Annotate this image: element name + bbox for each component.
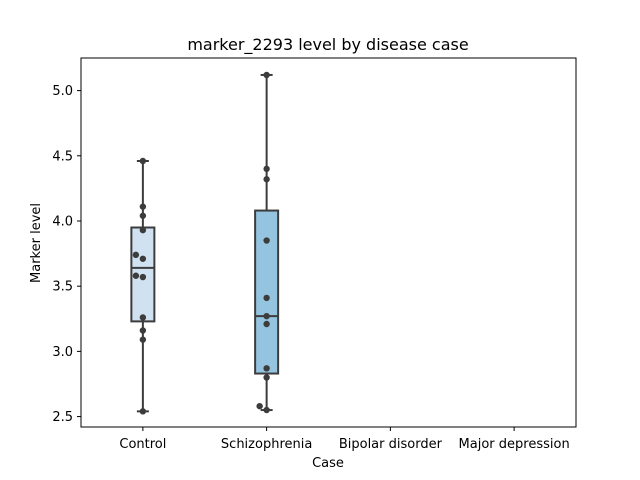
data-point — [139, 226, 147, 234]
x-tick-label: Schizophrenia — [221, 437, 312, 452]
data-point — [139, 157, 147, 165]
y-tick-label: 3.5 — [52, 280, 73, 295]
y-tick-label: 3.0 — [52, 345, 73, 360]
plot-frame — [80, 57, 577, 428]
x-tick-label: Bipolar disorder — [339, 437, 443, 452]
y-tick-label: 4.5 — [52, 149, 73, 164]
chart-title: marker_2293 level by disease case — [187, 35, 468, 55]
data-point — [139, 255, 147, 262]
data-point — [263, 374, 270, 381]
iqr-box — [254, 209, 280, 375]
y-axis: 2.5 3.0 3.5 4.0 4.5 5.0 — [52, 84, 81, 425]
data-point — [263, 312, 270, 320]
y-tick-label: 2.5 — [52, 410, 73, 425]
x-axis-label: Case — [312, 456, 344, 471]
data-point — [263, 320, 270, 328]
data-point — [139, 336, 147, 343]
data-point — [132, 251, 140, 259]
data-point — [256, 402, 263, 410]
data-point — [132, 272, 140, 279]
data-point — [263, 294, 270, 302]
box-group-schizophrenia — [254, 71, 280, 414]
data-point — [263, 365, 270, 372]
data-point — [139, 408, 147, 415]
data-point — [139, 203, 147, 210]
data-point — [139, 327, 147, 334]
y-tick-label: 4.0 — [52, 214, 73, 229]
data-point — [139, 273, 147, 281]
y-tick-label: 5.0 — [52, 84, 73, 99]
plot-area — [130, 71, 280, 415]
y-axis-label: Marker level — [29, 203, 44, 283]
data-point — [263, 406, 270, 414]
x-axis: Control Schizophrenia Bipolar disorder Majo… — [119, 427, 570, 452]
data-point — [139, 212, 147, 219]
data-point — [263, 165, 270, 173]
data-point — [263, 176, 270, 183]
data-point — [263, 237, 270, 244]
box-group-control — [130, 157, 156, 415]
data-point — [139, 314, 147, 321]
data-point — [263, 71, 270, 79]
x-tick-label: Control — [119, 437, 166, 452]
x-tick-label: Major depression — [459, 437, 570, 452]
